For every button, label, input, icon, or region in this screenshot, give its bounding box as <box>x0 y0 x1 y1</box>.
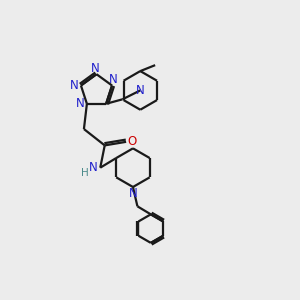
Text: N: N <box>76 97 85 110</box>
Text: N: N <box>70 79 79 92</box>
Text: H: H <box>81 168 89 178</box>
Text: N: N <box>136 84 145 97</box>
Text: N: N <box>88 161 97 174</box>
Text: N: N <box>91 62 99 75</box>
Text: N: N <box>109 73 118 86</box>
Text: N: N <box>129 187 137 200</box>
Text: O: O <box>128 135 137 148</box>
